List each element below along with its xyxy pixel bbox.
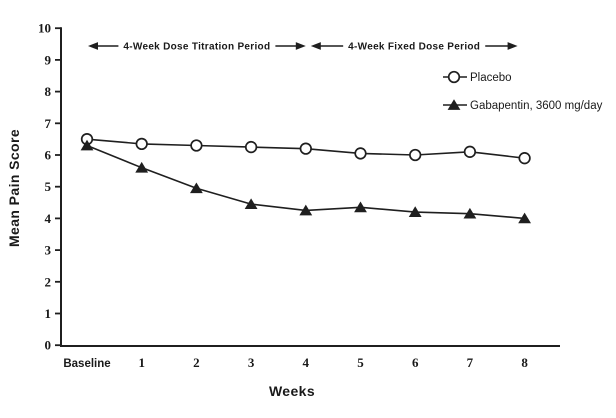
y-tick-label: 2	[45, 274, 52, 289]
y-tick-label: 9	[45, 52, 52, 67]
x-tick-label: 6	[412, 355, 419, 370]
x-tick-label: 2	[193, 355, 200, 370]
legend: Placebo Gabapentin, 3600 mg/day	[443, 70, 603, 112]
data-point-gabapentin-3600-mg-day	[518, 212, 531, 224]
annotation-label: 4-Week Fixed Dose Period	[348, 42, 480, 53]
data-point-gabapentin-3600-mg-day	[135, 161, 149, 173]
y-tick-label: 7	[45, 116, 52, 131]
data-point-placebo	[409, 148, 422, 162]
right-arrowhead-icon	[507, 42, 518, 50]
y-tick-label: 3	[45, 243, 52, 258]
data-point-gabapentin-3600-mg-day	[80, 139, 94, 151]
data-point-placebo	[135, 137, 148, 151]
x-tick-label: 3	[248, 355, 255, 370]
data-point-gabapentin-3600-mg-day	[299, 204, 313, 216]
data-point-placebo	[190, 139, 203, 152]
x-tick-label: 4	[303, 355, 310, 370]
x-tick-label: 8	[521, 355, 528, 370]
legend-item-gabapentin-3600-mg-day: Gabapentin, 3600 mg/day	[443, 99, 603, 112]
data-point-placebo	[354, 147, 367, 160]
annotation-label: 4-Week Dose Titration Period	[123, 42, 270, 53]
x-tick-label: 1	[138, 355, 145, 370]
y-tick-label: 10	[38, 21, 51, 36]
legend-marker-filled-triangle-icon	[447, 99, 461, 110]
x-tick-label: Baseline	[63, 358, 110, 370]
legend-item-placebo: Placebo	[443, 70, 512, 84]
data-point-gabapentin-3600-mg-day	[354, 201, 367, 213]
y-tick-label: 8	[45, 84, 52, 99]
x-tick-label: 7	[467, 355, 474, 370]
data-point-gabapentin-3600-mg-day	[244, 198, 258, 210]
annotation-fixed-dose-period: 4-Week Fixed Dose Period	[310, 42, 518, 53]
data-point-gabapentin-3600-mg-day	[190, 182, 203, 194]
data-point-placebo	[244, 140, 258, 154]
data-point-placebo	[518, 152, 531, 165]
data-point-placebo	[299, 142, 312, 155]
legend-label: Placebo	[470, 72, 512, 84]
left-arrowhead-icon	[88, 42, 98, 50]
y-tick-label: 6	[45, 148, 52, 163]
y-axis-title: Mean Pain Score	[6, 129, 22, 247]
legend-label: Gabapentin, 3600 mg/day	[470, 100, 603, 112]
x-axis-title: Weeks	[269, 383, 315, 399]
annotation-titration-period: 4-Week Dose Titration Period	[88, 42, 306, 53]
data-point-placebo	[463, 145, 477, 158]
x-tick-label: 5	[357, 355, 364, 370]
data-point-gabapentin-3600-mg-day	[463, 207, 477, 219]
y-tick-label: 1	[45, 306, 52, 321]
left-arrowhead-icon	[310, 42, 321, 50]
legend-marker-open-circle-icon	[447, 70, 461, 84]
data-point-gabapentin-3600-mg-day	[408, 206, 422, 217]
y-tick-label: 5	[45, 179, 52, 194]
right-arrowhead-icon	[295, 42, 306, 50]
y-tick-label: 0	[45, 338, 52, 353]
y-tick-label: 4	[45, 211, 52, 226]
